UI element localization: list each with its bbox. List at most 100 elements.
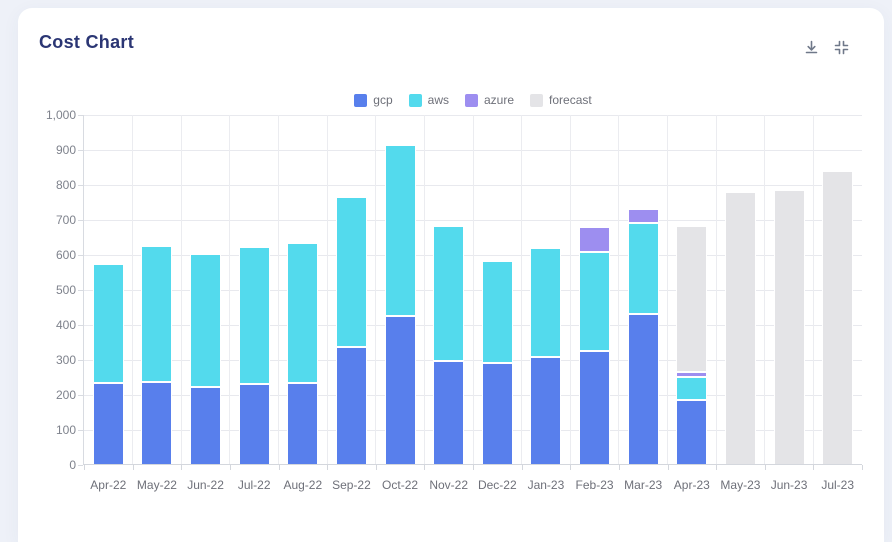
x-axis-tick: [424, 465, 426, 470]
bar-segment-aws-Jan-23[interactable]: [530, 248, 562, 357]
legend-item-azure[interactable]: azure: [464, 93, 514, 107]
x-axis-tick: [84, 465, 85, 470]
gridline-v: [569, 115, 571, 465]
x-axis-label: Feb-23: [575, 478, 614, 492]
bar-segment-gcp-May-22[interactable]: [141, 382, 173, 465]
bar-segment-aws-Sep-22[interactable]: [335, 197, 367, 347]
x-axis-label: Dec-22: [477, 478, 517, 492]
gridline-v: [326, 115, 328, 465]
bar-segment-aws-Nov-22[interactable]: [433, 226, 465, 361]
bar-segment-gcp-Jul-22[interactable]: [238, 384, 270, 465]
y-axis-label: 300: [55, 353, 76, 367]
y-axis-tick: [78, 255, 83, 256]
bar-segment-azure-Apr-23[interactable]: [676, 372, 708, 377]
y-axis-label: 200: [55, 388, 76, 402]
x-axis-label: Nov-22: [429, 478, 469, 492]
bar-segment-azure-Feb-23[interactable]: [579, 227, 611, 252]
collapse-icon: [834, 40, 848, 54]
y-axis-tick: [78, 465, 83, 466]
x-axis-tick: [229, 465, 231, 470]
x-axis-label: Mar-23: [624, 478, 663, 492]
bar-segment-aws-Jul-22[interactable]: [238, 247, 270, 384]
y-axis-label: 100: [55, 423, 76, 437]
y-axis-label: 400: [55, 318, 76, 332]
x-axis-tick: [375, 465, 377, 470]
bar-segment-gcp-Apr-22[interactable]: [92, 383, 124, 465]
y-axis-label: 1,000: [45, 108, 76, 122]
bar-segment-aws-Apr-22[interactable]: [92, 264, 124, 383]
bar-segment-forecast-May-23[interactable]: [724, 192, 756, 465]
bar-segment-aws-Feb-23[interactable]: [579, 252, 611, 351]
bar-segment-gcp-Nov-22[interactable]: [433, 361, 465, 465]
x-axis-tick: [618, 465, 620, 470]
y-axis-tick: [78, 430, 83, 431]
page-title: Cost Chart: [39, 32, 135, 52]
legend-item-forecast[interactable]: forecast: [530, 93, 592, 107]
collapse-button[interactable]: [830, 36, 852, 58]
x-axis-label: May-22: [136, 478, 177, 492]
bar-segment-gcp-Aug-22[interactable]: [287, 383, 319, 465]
bar-segment-gcp-Feb-23[interactable]: [579, 351, 611, 465]
y-axis-tick: [78, 395, 83, 396]
gridline-v: [423, 115, 425, 465]
x-axis-tick: [813, 465, 815, 470]
x-axis-label: Jul-23: [821, 478, 855, 492]
x-axis-tick: [862, 465, 863, 470]
y-axis-tick: [78, 115, 83, 116]
bar-segment-gcp-Apr-23[interactable]: [676, 400, 708, 465]
bar-segment-azure-Mar-23[interactable]: [627, 209, 659, 223]
bar-segment-aws-Apr-23[interactable]: [676, 377, 708, 400]
legend-item-gcp[interactable]: gcp: [354, 93, 393, 107]
card-header: Cost Chart: [18, 8, 884, 68]
gridline-v: [375, 115, 377, 465]
legend-swatch-icon: [530, 93, 544, 107]
legend-item-aws[interactable]: aws: [408, 93, 449, 107]
legend-label: gcp: [373, 93, 393, 107]
x-axis-line: [83, 464, 862, 465]
bar-segment-aws-Jun-22[interactable]: [190, 254, 222, 387]
download-icon: [805, 40, 817, 53]
y-axis-tick: [78, 360, 83, 361]
bar-segment-gcp-Oct-22[interactable]: [384, 316, 416, 465]
bar-segment-gcp-Jan-23[interactable]: [530, 357, 562, 465]
bar-segment-forecast-Jul-23[interactable]: [822, 171, 854, 465]
gridline-v: [132, 115, 134, 465]
legend-label: forecast: [549, 93, 592, 107]
x-axis-tick: [521, 465, 523, 470]
bar-segment-gcp-Sep-22[interactable]: [335, 347, 367, 465]
gridline-v: [715, 115, 717, 465]
y-axis-label: 700: [55, 213, 76, 227]
gridline-v: [764, 115, 766, 465]
chart-legend: gcp aws azure forecast: [84, 92, 862, 108]
chart-plot-area: [83, 114, 862, 465]
x-axis-label: Oct-22: [382, 478, 419, 492]
y-axis-tick: [78, 220, 83, 221]
bar-segment-aws-May-22[interactable]: [141, 246, 173, 382]
x-axis-tick: [473, 465, 474, 470]
x-axis-label: Jun-23: [770, 478, 808, 492]
bar-segment-forecast-Jun-23[interactable]: [773, 190, 805, 465]
gridline-v: [472, 115, 474, 465]
y-axis-label: 600: [55, 248, 76, 262]
y-axis-tick: [78, 290, 83, 291]
bar-segment-aws-Dec-22[interactable]: [481, 261, 513, 363]
bar-segment-gcp-Dec-22[interactable]: [481, 363, 513, 465]
x-axis-label: Apr-23: [673, 478, 710, 492]
download-button[interactable]: [800, 36, 822, 58]
bar-segment-forecast-Apr-23[interactable]: [676, 226, 708, 372]
bar-segment-gcp-Mar-23[interactable]: [627, 314, 659, 465]
cost-chart-card: Cost Chart gcp aws azure forecast 0 10: [18, 8, 884, 542]
x-axis-label: Sep-22: [332, 478, 371, 492]
legend-swatch-icon: [408, 93, 422, 107]
gridline-v: [521, 115, 523, 465]
bar-segment-gcp-Jun-22[interactable]: [190, 387, 222, 465]
x-axis-tick: [570, 465, 572, 470]
legend-label: aws: [427, 93, 449, 107]
x-axis-tick: [278, 465, 280, 470]
bar-segment-aws-Oct-22[interactable]: [384, 145, 416, 316]
gridline-v: [180, 115, 182, 465]
x-axis-label: May-23: [720, 478, 761, 492]
bar-segment-aws-Aug-22[interactable]: [287, 243, 319, 383]
bar-segment-aws-Mar-23[interactable]: [627, 223, 659, 314]
header-actions: [800, 36, 852, 58]
